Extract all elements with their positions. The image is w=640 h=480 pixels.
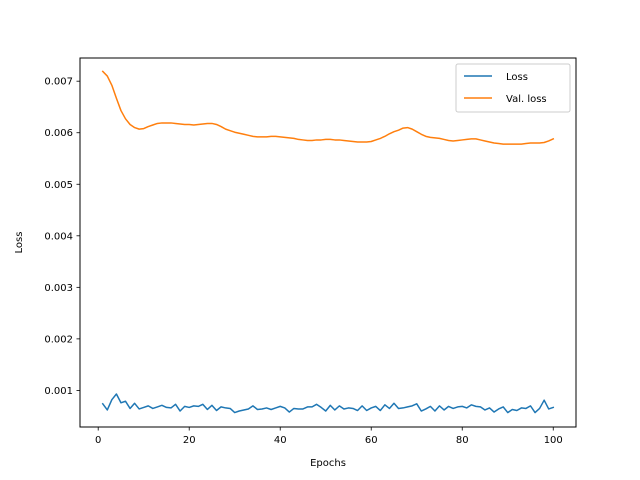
y-tick-label: 0.007 <box>44 77 73 88</box>
x-tick-label: 100 <box>544 435 563 446</box>
legend-label-val-loss: Val. loss <box>506 94 547 105</box>
x-axis-label: Epochs <box>310 458 346 469</box>
y-tick-label: 0.004 <box>44 231 73 242</box>
legend: Loss Val. loss <box>455 63 571 113</box>
x-tick-label: 80 <box>456 435 469 446</box>
x-tick-label: 60 <box>365 435 378 446</box>
series-layer <box>101 70 555 414</box>
y-tick-label: 0.006 <box>44 128 73 139</box>
y-tick-label: 0.002 <box>44 334 73 345</box>
x-tick-label: 20 <box>183 435 196 446</box>
x-tick-label: 0 <box>95 435 101 446</box>
y-tick-label: 0.005 <box>44 180 73 191</box>
y-tick-label: 0.001 <box>44 386 73 397</box>
plot-frame <box>79 57 577 428</box>
series-line-val-loss <box>101 70 555 145</box>
legend-label-loss: Loss <box>506 72 528 83</box>
x-tick-label: 40 <box>274 435 287 446</box>
y-axis-label: Loss <box>14 232 25 254</box>
y-axis: 0.001 0.002 0.003 0.004 0.005 0.006 0.007 <box>44 77 80 397</box>
x-axis: 0 20 40 60 80 100 <box>95 427 563 446</box>
y-tick-label: 0.003 <box>44 283 73 294</box>
series-line-loss <box>101 393 555 414</box>
